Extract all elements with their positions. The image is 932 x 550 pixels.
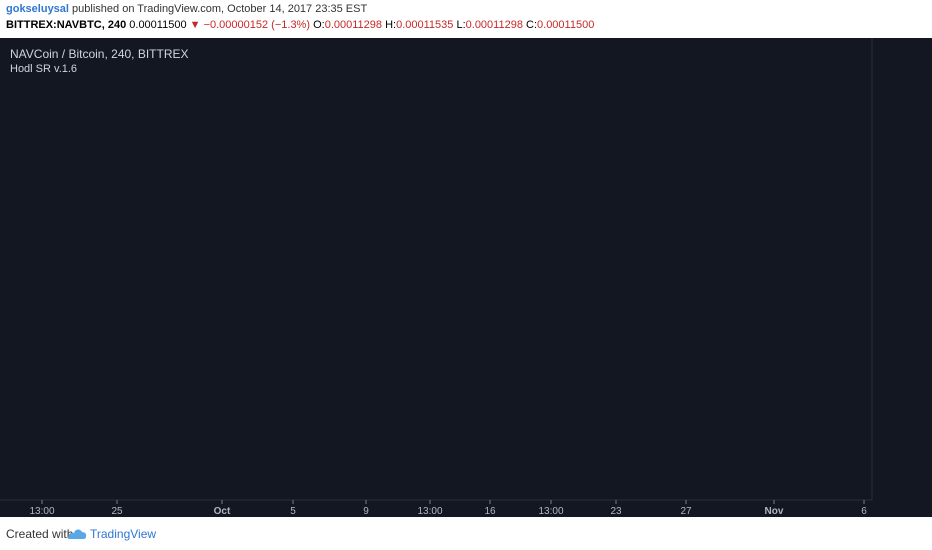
x-tick-label: 25 — [111, 506, 123, 517]
last-price: 0.00011500 — [129, 19, 187, 31]
created-with-label: Created with — [6, 527, 74, 541]
x-tick-label: 27 — [680, 506, 692, 517]
x-axis: 13:00 25 Oct 5 9 13:00 16 13:00 23 27 Nov 6 — [29, 500, 867, 517]
x-tick-label: 16 — [484, 506, 496, 517]
low-value: 0.00011298 — [465, 19, 523, 31]
x-tick-label: 9 — [363, 506, 369, 517]
open-label: O: — [313, 19, 325, 31]
x-tick-label: 13:00 — [417, 506, 442, 517]
close-label: C: — [526, 19, 538, 31]
footer: Created with TradingView — [0, 517, 932, 550]
open-value: 0.00011298 — [324, 19, 383, 31]
close-value: 0.00011500 — [537, 19, 595, 31]
chart-area[interactable]: 0.000060000.000080000.000100000.00012000… — [0, 38, 932, 517]
chart-header: gokseluysal published on TradingView.com… — [0, 0, 932, 38]
price-change: ▼ −0.00000152 (−1.3%) — [189, 19, 311, 31]
high-label: H: — [385, 19, 397, 31]
x-tick-label: Oct — [214, 506, 231, 517]
publish-line: gokseluysal published on TradingView.com… — [6, 3, 367, 15]
symbol-label: BITTREX:NAVBTC, 240 — [6, 19, 127, 31]
x-tick-label: 13:00 — [538, 506, 563, 517]
ohlc-line: BITTREX:NAVBTC, 240 0.00011500 ▼ −0.0000… — [6, 19, 594, 31]
price-chart[interactable]: 0.000060000.000080000.000100000.00012000… — [0, 38, 932, 517]
tradingview-logo-icon — [68, 529, 87, 539]
chart-title: NAVCoin / Bitcoin, 240, BITTREX — [10, 47, 189, 61]
high-value: 0.00011535 — [396, 19, 454, 31]
x-tick-label: 5 — [290, 506, 296, 517]
x-tick-label: 13:00 — [29, 506, 54, 517]
low-label: L: — [456, 19, 466, 31]
x-tick-label: Nov — [765, 506, 784, 517]
author-link[interactable]: gokseluysal — [6, 3, 69, 15]
x-tick-label: 6 — [861, 506, 867, 517]
publish-info: published on TradingView.com, October 14… — [72, 3, 368, 15]
indicator-label[interactable]: Hodl SR v.1.6 — [10, 63, 78, 75]
tradingview-link[interactable]: TradingView — [90, 527, 157, 541]
x-tick-label: 23 — [610, 506, 622, 517]
